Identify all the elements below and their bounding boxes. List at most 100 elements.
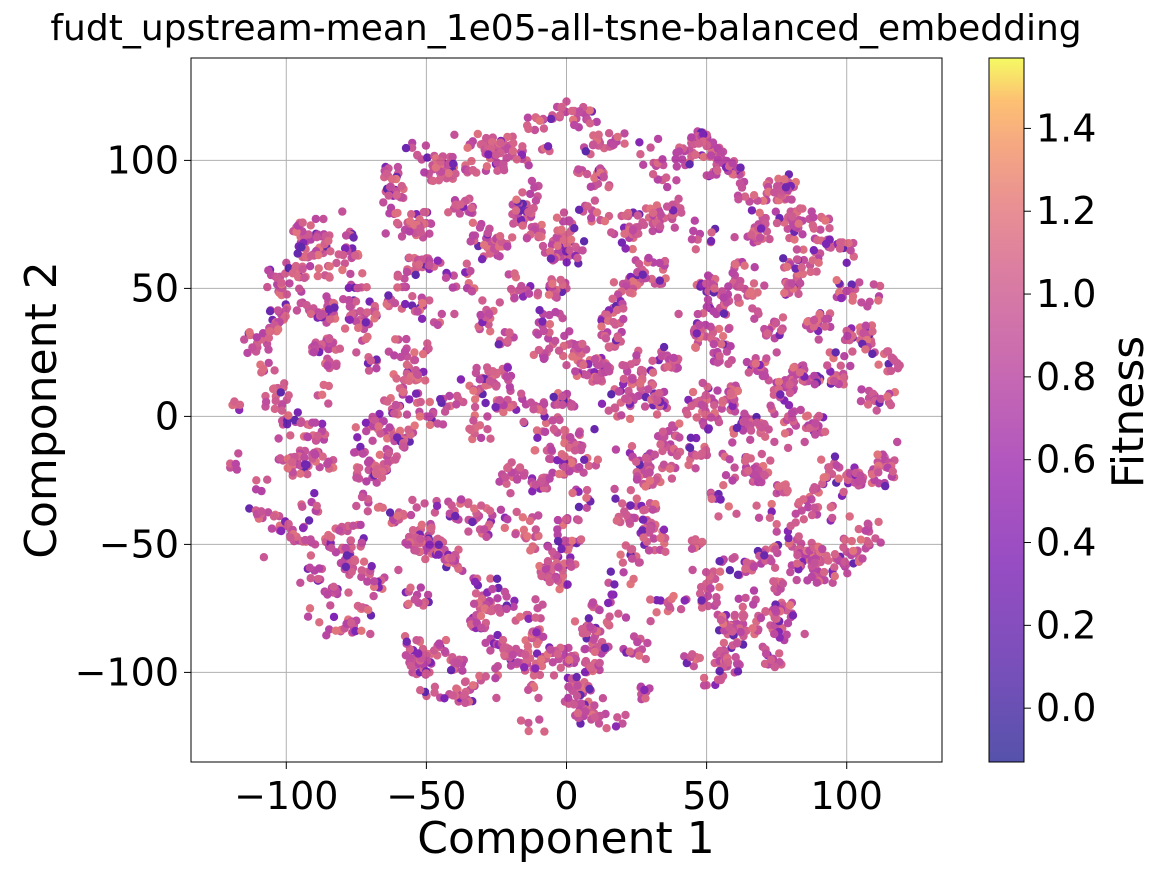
scatter-point [646,143,655,152]
scatter-point [584,461,594,471]
scatter-point [539,124,549,133]
scatter-point [609,140,618,150]
scatter-point [318,309,327,319]
scatter-point [524,614,533,623]
scatter-point [659,525,669,534]
scatter-point [362,283,371,292]
scatter-point [449,271,458,280]
scatter-point [302,301,311,310]
scatter-point [618,719,627,728]
scatter-point [556,663,565,672]
scatter-point [567,106,577,116]
scatter-point [492,693,501,703]
y-tick-label: −100 [75,650,179,694]
scatter-point [620,139,629,148]
scatter-point [402,267,412,277]
scatter-point [271,396,280,406]
scatter-point [824,463,834,472]
scatter-point [750,263,759,272]
scatter-point [726,342,735,351]
scatter-point [595,658,604,668]
scatter-point [652,201,662,210]
scatter-point [619,314,628,324]
scatter-point [479,525,489,534]
scatter-point [766,401,775,410]
scatter-point [791,518,800,527]
scatter-point [731,653,740,662]
scatter-point [849,252,858,261]
scatter-point [757,449,766,459]
scatter-point [357,626,366,635]
scatter-point [771,207,780,216]
scatter-point [602,724,611,733]
scatter-point [699,130,708,139]
scatter-point [397,232,407,241]
scatter-point [724,502,733,511]
scatter-point [558,400,567,410]
scatter-point [326,315,335,324]
scatter-point [402,360,412,369]
scatter-point [638,515,648,524]
scatter-point [886,366,896,376]
scatter-point [780,288,789,298]
scatter-point [594,130,603,139]
scatter-point [755,233,765,242]
scatter-point [810,503,819,512]
scatter-point [656,440,665,449]
scatter-point [608,294,617,303]
scatter-point [753,288,762,297]
scatter-point [503,336,512,345]
x-tick-label: 50 [682,774,730,818]
scatter-point [387,175,397,184]
scatter-point [533,433,542,442]
scatter-point [564,693,573,703]
scatter-point [567,562,576,571]
scatter-point [374,422,383,431]
scatter-point [601,334,611,343]
scatter-point [750,314,759,323]
scatter-point [783,486,792,495]
scatter-point [261,397,271,407]
scatter-point [344,588,353,597]
scatter-point [611,494,620,503]
scatter-point [404,599,413,608]
scatter-point [689,226,698,236]
scatter-point [549,392,558,402]
scatter-point [667,474,677,483]
scatter-point [770,605,780,614]
scatter-point [772,520,781,529]
scatter-point [632,457,641,466]
scatter-point [523,532,532,541]
scatter-point [445,391,454,401]
scatter-point [701,390,711,400]
scatter-point [799,255,809,265]
scatter-point [553,649,562,659]
scatter-point [656,210,665,219]
scatter-point [706,584,715,593]
scatter-point [375,450,384,459]
scatter-point [486,646,495,655]
scatter-point [319,214,328,224]
scatter-point [873,450,882,459]
scatter-point [658,427,668,436]
scatter-point [587,213,596,223]
scatter-point [560,462,570,472]
scatter-point [351,423,360,432]
scatter-point [315,564,324,573]
scatter-point [383,397,392,406]
scatter-point [581,644,590,654]
scatter-point [600,643,610,653]
scatter-point [356,307,365,316]
scatter-point [756,224,766,233]
scatter-point [798,269,807,279]
scatter-point [524,726,533,736]
scatter-point [344,283,353,293]
scatter-point [799,515,808,524]
scatter-point [691,343,700,352]
scatter-point [782,262,792,272]
scatter-point [560,452,569,461]
scatter-point [484,309,494,318]
scatter-point [411,270,420,280]
scatter-point [770,437,779,447]
scatter-point [493,603,503,613]
